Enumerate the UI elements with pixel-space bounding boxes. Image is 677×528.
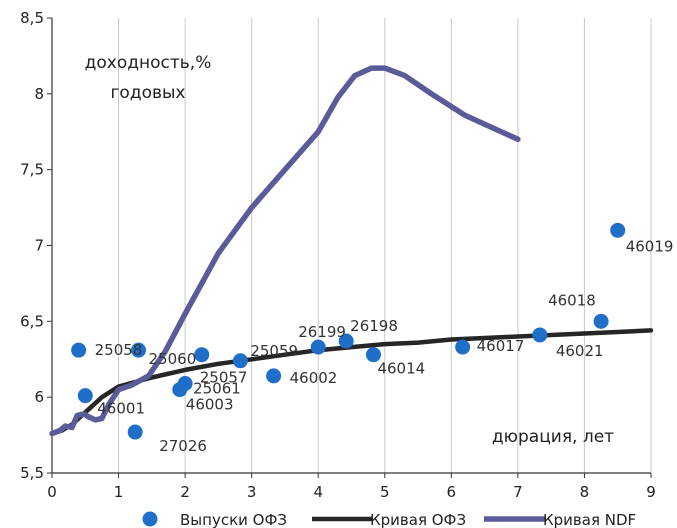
point-label-46018: 46018: [548, 291, 596, 309]
legend-label-ofz-curve: Кривая ОФЗ: [370, 511, 466, 528]
x-tick-label-9: 9: [646, 483, 656, 501]
point-46001: [77, 388, 93, 404]
series-lines: [49, 65, 654, 437]
point-46021: [532, 327, 548, 343]
point-label-26198: 26198: [350, 317, 398, 335]
y-tick-label-6: 6: [34, 388, 44, 406]
point-labels: 25058 46001 27026 25060 46003250612505725059…: [95, 237, 674, 455]
x-tick-label-2: 2: [180, 483, 190, 501]
y-tick-label-5,5: 5,5: [20, 464, 44, 482]
point-26199: [310, 339, 326, 355]
point-label-25059: 25059: [250, 342, 298, 360]
x-tick-label-0: 0: [47, 483, 57, 501]
point-26198: [338, 333, 354, 349]
x-tick-label-3: 3: [247, 483, 257, 501]
x-tick-label-4: 4: [313, 483, 323, 501]
point-label-46002: 46002: [290, 369, 338, 387]
y-title-line2: годовых: [111, 83, 186, 103]
point-label-27026: 27026: [159, 437, 207, 455]
vertical-gridlines: [118, 18, 652, 473]
legend-marker-ofz-issues: [142, 511, 158, 527]
point-label-46017: 46017: [477, 337, 525, 355]
point-46002: [266, 368, 282, 384]
point-46017: [455, 339, 471, 355]
x-tick-label-5: 5: [380, 483, 390, 501]
point-label-46021: 46021: [556, 342, 604, 360]
point-46018: [593, 313, 609, 329]
point-label-25057: 25057: [200, 369, 248, 387]
y-tick-label-7,5: 7,5: [20, 161, 44, 179]
x-tick-label-6: 6: [447, 483, 457, 501]
y-tick-label-6,5: 6,5: [20, 312, 44, 330]
point-25059: [232, 353, 248, 369]
point-label-25058: 25058: [95, 341, 143, 359]
point-25061: [177, 376, 193, 392]
point-label-46014: 46014: [377, 360, 425, 378]
point-25057: [194, 347, 210, 363]
x-tick-labels: 0 1 2 3 4 5 6 7 8 9: [47, 483, 656, 501]
y-tick-label-7: 7: [34, 237, 44, 255]
x-tick-label-1: 1: [114, 483, 124, 501]
point-label-46001: 46001: [97, 400, 145, 418]
x-tick-label-8: 8: [580, 483, 590, 501]
x-title: дюрация, лет: [492, 427, 614, 447]
point-label-25060: 25060: [149, 350, 197, 368]
legend-label-ndf-curve: Кривая NDF: [543, 511, 636, 528]
point-46014: [365, 347, 381, 363]
scatter-points: [71, 222, 626, 440]
legend: Выпуски ОФЗ Кривая ОФЗ Кривая NDF: [142, 511, 636, 528]
point-label-46003: 46003: [186, 396, 234, 414]
axes: [47, 17, 652, 478]
ndf-curve-line: [49, 65, 521, 437]
point-label-26199: 26199: [298, 323, 346, 341]
point-label-25061: 25061: [193, 380, 241, 398]
point-25060: [131, 342, 147, 358]
point-label-46019: 46019: [626, 237, 674, 255]
y-tick-labels: 5,5 6 6,5 7 7,5 8 8,5: [20, 9, 44, 482]
y-tick-label-8: 8: [34, 85, 44, 103]
point-25058: [71, 342, 87, 358]
legend-label-ofz-issues: Выпуски ОФЗ: [180, 511, 287, 528]
point-46019: [610, 222, 626, 238]
x-tick-label-7: 7: [513, 483, 523, 501]
y-title-line1: доходность,%: [85, 53, 212, 73]
point-27026: [127, 424, 143, 440]
y-tick-label-8,5: 8,5: [20, 9, 44, 27]
